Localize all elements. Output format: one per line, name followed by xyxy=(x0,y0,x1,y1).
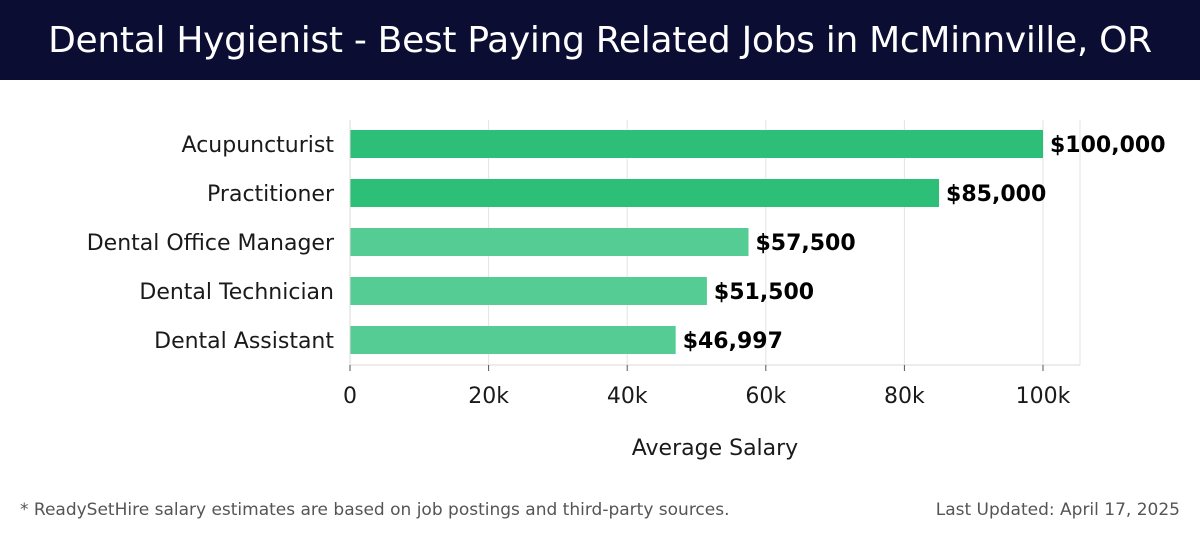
chart-header: Dental Hygienist - Best Paying Related J… xyxy=(0,0,1200,80)
category-label: Dental Assistant xyxy=(154,329,334,354)
bar xyxy=(350,326,676,354)
x-axis-title: Average Salary xyxy=(632,436,798,461)
value-label: $51,500 xyxy=(714,280,814,305)
x-tick-label: 80k xyxy=(884,384,925,409)
category-label: Dental Technician xyxy=(139,280,334,305)
value-label: $85,000 xyxy=(946,182,1046,207)
x-tick-label: 60k xyxy=(745,384,786,409)
bar xyxy=(350,228,749,256)
x-tick-label: 100k xyxy=(1016,384,1071,409)
value-label: $57,500 xyxy=(755,231,855,256)
footnote: * ReadySetHire salary estimates are base… xyxy=(20,500,730,520)
value-label: $46,997 xyxy=(683,329,783,354)
category-label: Practitioner xyxy=(207,182,335,207)
x-tick-label: 0 xyxy=(343,384,357,409)
bar xyxy=(350,130,1043,158)
category-label: Dental Office Manager xyxy=(87,231,335,256)
value-label: $100,000 xyxy=(1050,133,1166,158)
last-updated: Last Updated: April 17, 2025 xyxy=(935,500,1180,520)
bar xyxy=(350,277,707,305)
x-tick-label: 40k xyxy=(607,384,648,409)
chart-title: Dental Hygienist - Best Paying Related J… xyxy=(48,19,1152,61)
bar xyxy=(350,179,940,207)
bar-chart: Acupuncturist $100,000 Practitioner $85,000… xyxy=(87,120,1166,461)
x-tick-label: 20k xyxy=(468,384,509,409)
category-label: Acupuncturist xyxy=(182,133,335,158)
